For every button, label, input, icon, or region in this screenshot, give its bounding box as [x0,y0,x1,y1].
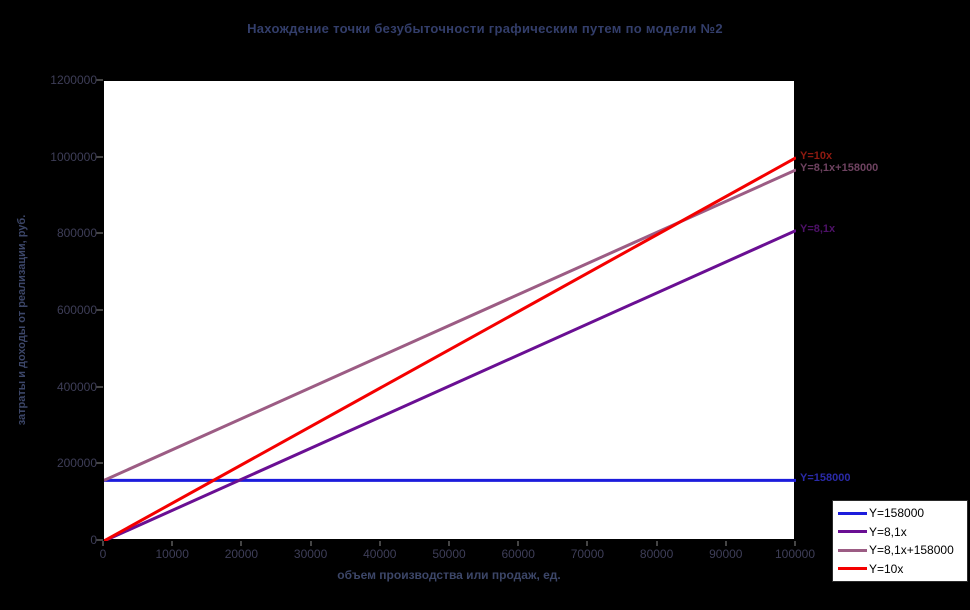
y-tick-label: 400000 [56,379,97,394]
y-tick-label: 1000000 [50,149,97,164]
y-axis-title: затраты и доходы от реализации, руб. [16,214,28,426]
x-tick-label: 20000 [224,547,259,561]
y-tick-label: 800000 [56,226,97,241]
y-tick-label: 0 [90,533,97,547]
x-tick-label: 10000 [155,547,189,561]
legend-label: Y=8,1x [869,524,907,539]
legend-label: Y=8,1x+158000 [869,543,954,558]
x-tick-label: 60000 [501,547,535,561]
legend-item: Y=8,1x [835,523,965,541]
series-line-y-8-1x [104,229,796,541]
y-tick-label: 200000 [56,456,97,471]
x-tick-mark [517,541,520,546]
series-line-y-10x [104,156,796,541]
y-tick-label: 600000 [56,303,97,317]
chart-title: Нахождение точки безубыточности графичес… [247,21,723,36]
x-tick-mark [655,541,658,546]
x-tick-label: 80000 [639,547,674,561]
legend-line-sample-icon [838,548,867,552]
y-tick-label: 1200000 [50,73,97,87]
y-tick-mark [96,79,103,81]
x-tick-label: 40000 [363,547,397,561]
legend-item: Y=158000 [835,504,965,522]
legend-label: Y=158000 [869,506,925,521]
x-tick-label: 90000 [709,547,743,561]
x-tick-label: 70000 [570,547,605,561]
plot-lines [104,156,796,541]
x-axis-title: объем производства или продаж, ед. [337,568,561,582]
legend-line-sample-icon [838,511,867,515]
x-tick-mark [448,541,450,546]
y-tick-mark [96,155,103,158]
x-tick-mark [309,541,312,546]
legend-item: Y=8,1x+158000 [835,541,965,559]
x-tick-label: 0 [99,547,107,561]
y-tick-mark [96,385,103,388]
y-tick-mark [96,462,103,465]
x-tick-mark [378,541,381,546]
legend-item: Y=10x [835,560,965,578]
x-tick-label: 50000 [432,547,466,561]
x-tick-mark [171,541,174,546]
line-label-y-8-1x-158000: Y=8,1x+158000 [800,161,879,174]
plot-area [103,80,796,541]
x-tick-label: 100000 [774,547,816,561]
line-label-y-158000: Y=158000 [800,472,851,485]
legend-line-sample-icon [838,567,867,571]
x-tick-label: 30000 [293,547,328,561]
x-tick-mark [794,541,796,546]
x-tick-mark [240,541,243,546]
x-tick-mark [724,541,727,546]
legend-line-sample-icon [838,530,867,534]
x-tick-mark [586,541,589,546]
legend-box: Y=158000 Y=8,1x Y=8,1x+158000 Y=10x [832,500,968,582]
y-tick-mark [96,539,103,541]
legend-label: Y=10x [869,561,904,576]
line-label-y-10x: Y=10x [800,149,833,162]
y-tick-mark [96,309,103,311]
x-tick-mark [102,541,104,546]
line-label-y-8-1x: Y=8,1x [800,222,836,235]
y-tick-mark [96,232,103,235]
